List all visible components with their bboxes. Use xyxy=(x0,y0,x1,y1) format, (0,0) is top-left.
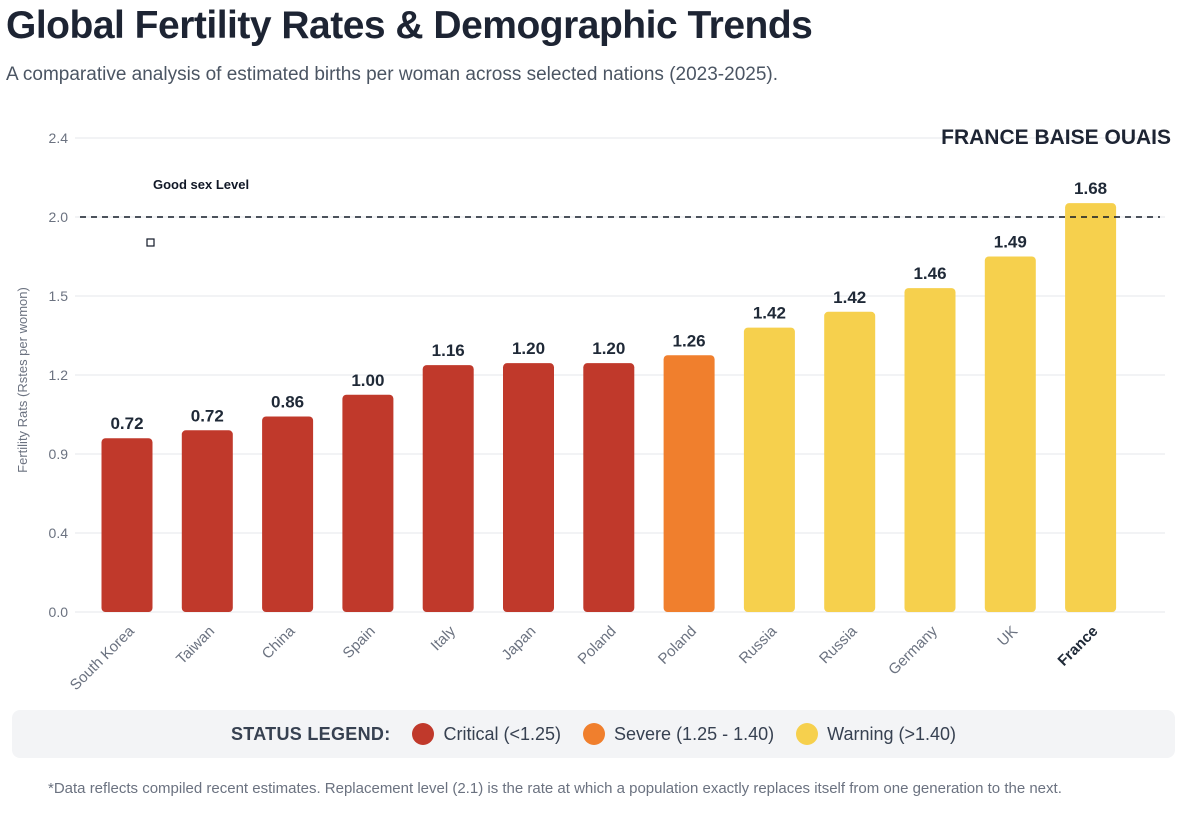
legend-label: Critical (<1.25) xyxy=(443,723,562,744)
x-axis-label: Russia xyxy=(736,622,781,667)
legend-title: STATUS LEGEND: xyxy=(230,723,391,744)
x-axis-label: Italy xyxy=(428,622,460,654)
bar xyxy=(984,256,1036,612)
y-tick-label: 1.2 xyxy=(49,367,69,383)
legend-item-critical: Critical (<1.25) xyxy=(412,723,561,745)
x-axis-label: Japan xyxy=(498,623,539,664)
legend-item-severe: Severe (1.25 - 1.40) xyxy=(583,723,774,745)
data-label: 1.26 xyxy=(673,331,706,350)
bar xyxy=(904,288,956,612)
bar xyxy=(743,327,795,612)
x-axis-label: UK xyxy=(994,623,1021,650)
data-label: 1.42 xyxy=(833,288,866,307)
x-axis-label: Taiwan xyxy=(173,623,218,668)
reference-marker-icon xyxy=(146,238,155,247)
data-label: 1.16 xyxy=(432,341,465,360)
x-axis-label: Poland xyxy=(655,623,700,668)
bars xyxy=(101,203,1117,613)
legend-label: Severe (1.25 - 1.40) xyxy=(614,723,775,744)
legend-dot-icon xyxy=(583,723,606,745)
bar xyxy=(101,438,153,612)
bar xyxy=(181,430,233,612)
x-axis-label: China xyxy=(259,622,299,662)
x-axis-label: Spain xyxy=(340,623,379,662)
bar xyxy=(583,363,635,612)
x-axis-labels: South Korea Taiwan China Spain Italy Japan Pol… xyxy=(67,622,1102,693)
page-subtitle: A comparative analysis of estimated birt… xyxy=(6,64,779,85)
y-axis-title: Fertility Rats (Rstes per womon) xyxy=(15,287,30,473)
y-tick-label: 0.9 xyxy=(49,446,69,462)
data-label: 1.42 xyxy=(753,304,786,323)
page-title: Global Fertility Rates & Demographic Tre… xyxy=(6,4,813,47)
x-axis-label: Poland xyxy=(575,623,620,668)
bar xyxy=(342,394,394,612)
y-tick-label: 1.5 xyxy=(49,288,69,304)
y-axis-ticks: 0.0 0.4 0.9 1.2 1.5 2.0 2.4 xyxy=(49,130,69,620)
data-labels: 0.72 0.72 0.86 1.00 1.16 1.20 1.20 1.26 1.42 1.42… xyxy=(110,179,1107,433)
legend-dot-icon xyxy=(412,723,435,745)
y-tick-label: 2.4 xyxy=(49,130,69,146)
y-tick-label: 0.4 xyxy=(49,525,69,541)
bar xyxy=(262,416,314,612)
status-legend: STATUS LEGEND: Critical (<1.25) Severe (… xyxy=(12,710,1175,758)
data-label: 1.68 xyxy=(1074,179,1107,198)
x-axis-label: South Korea xyxy=(67,622,138,693)
data-label: 0.86 xyxy=(271,392,304,411)
data-label: 1.46 xyxy=(913,264,946,283)
data-label: 0.72 xyxy=(191,406,224,425)
x-axis-label: Germany xyxy=(885,622,941,678)
y-tick-label: 0.0 xyxy=(49,604,69,620)
x-axis-label: France xyxy=(1055,623,1102,670)
reference-line-label: Good sex Level xyxy=(153,177,249,192)
legend-item-warning: Warning (>1.40) xyxy=(796,723,956,745)
legend-label: Warning (>1.40) xyxy=(827,723,957,744)
data-label: 1.20 xyxy=(592,339,625,358)
data-label: 1.49 xyxy=(994,233,1027,252)
bar-chart: 0.0 0.4 0.9 1.2 1.5 2.0 2.4 Fertility Rats (Rs… xyxy=(15,126,1171,694)
y-tick-label: 2.0 xyxy=(49,209,69,225)
bar xyxy=(503,363,554,612)
footnote: *Data reflects compiled recent estimates… xyxy=(48,780,1062,797)
corner-annotation: FRANCE BAISE OUAIS xyxy=(941,126,1171,149)
x-axis-label: Russia xyxy=(816,622,861,667)
bar xyxy=(422,365,474,612)
data-label: 1.20 xyxy=(512,339,545,358)
bar xyxy=(1065,203,1117,613)
data-label: 0.72 xyxy=(110,414,143,433)
bar xyxy=(824,311,876,612)
legend-dot-icon xyxy=(796,723,819,745)
bar xyxy=(663,355,715,612)
data-label: 1.00 xyxy=(351,371,384,390)
